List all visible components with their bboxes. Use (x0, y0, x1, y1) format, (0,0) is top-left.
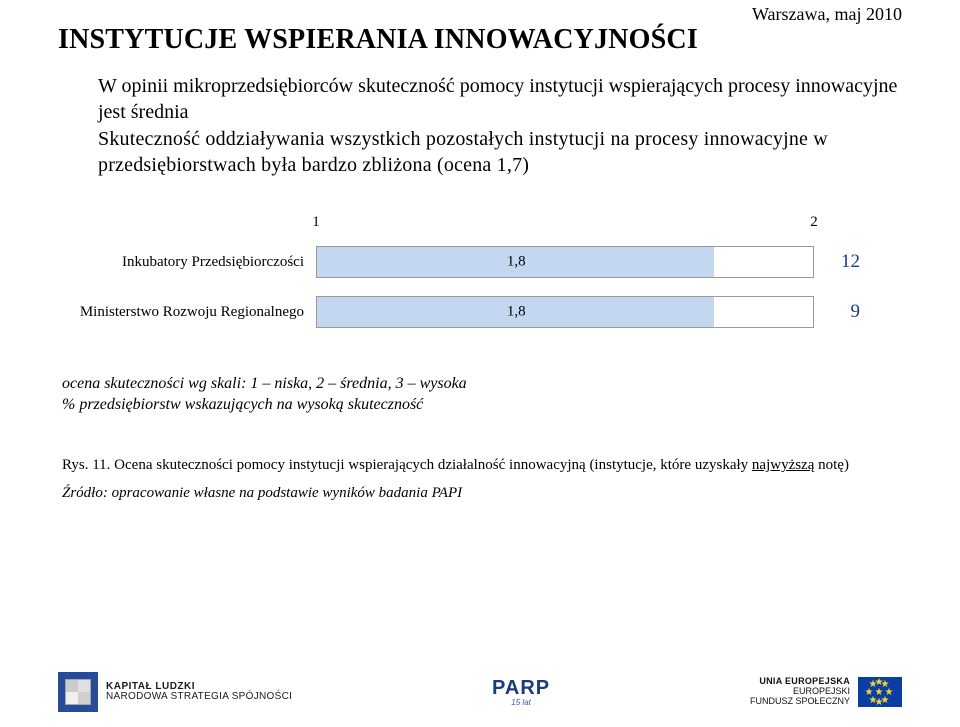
page: Warszawa, maj 2010 INSTYTUCJE WSPIERANIA… (0, 0, 960, 727)
bar-track: 1,8 (316, 296, 814, 328)
legend-line-1: ocena skuteczności wg skali: 1 – niska, … (62, 374, 902, 395)
kl-badge-icon (58, 672, 98, 712)
caption-suffix: notę) (814, 457, 849, 473)
source-line: Źródło: opracowanie własne na podstawie … (62, 485, 902, 502)
decorative-stripes (0, 78, 38, 144)
stripe (0, 78, 38, 96)
figure-caption: Rys. 11. Ocena skuteczności pomocy insty… (62, 456, 902, 476)
logo-parp: PARP 15 lat (492, 677, 550, 707)
chart-legend: ocena skuteczności wg skali: 1 – niska, … (62, 374, 902, 416)
bar-chart: 1 2 Inkubatory Przedsiębiorczości1,812Mi… (58, 214, 902, 328)
bar-extra-value: 12 (814, 251, 860, 273)
intro-block: W opinii mikroprzedsiębiorców skutecznoś… (98, 74, 902, 178)
footer: KAPITAŁ LUDZKI NARODOWA STRATEGIA SPÓJNO… (0, 663, 960, 721)
eu-flag-icon (858, 677, 902, 707)
kl-line-2: NARODOWA STRATEGIA SPÓJNOŚCI (106, 692, 292, 703)
bar-value-label: 1,8 (507, 304, 526, 321)
axis-tick-min: 1 (312, 214, 320, 231)
axis-area: 1 2 (316, 214, 814, 234)
bar-row: Inkubatory Przedsiębiorczości 1,8 12 (58, 246, 902, 278)
chart-axis: 1 2 (58, 214, 902, 234)
eu-text: UNIA EUROPEJSKA EUROPEJSKI FUNDUSZ SPOŁE… (750, 677, 850, 707)
intro-paragraph-2: Skuteczność oddziaływania wszystkich poz… (98, 127, 902, 178)
bar-label: Inkubatory Przedsiębiorczości (58, 254, 316, 271)
stripe (0, 122, 38, 140)
parp-text: PARP (492, 677, 550, 699)
logo-kapital-ludzki: KAPITAŁ LUDZKI NARODOWA STRATEGIA SPÓJNO… (58, 672, 292, 712)
caption-prefix: Rys. 11. Ocena skuteczności pomocy insty… (62, 457, 752, 473)
bar-extra-value: 9 (814, 301, 860, 323)
bar-track: 1,8 (316, 246, 814, 278)
axis-tick-max: 2 (810, 214, 818, 231)
eu-line-3: FUNDUSZ SPOŁECZNY (750, 697, 850, 707)
caption-underlined: najwyższą (752, 457, 814, 473)
bar-value-label: 1,8 (507, 254, 526, 271)
stripe (0, 100, 38, 118)
bar-label: Ministerstwo Rozwoju Regionalnego (58, 304, 316, 321)
intro-paragraph-1: W opinii mikroprzedsiębiorców skutecznoś… (98, 74, 902, 125)
legend-line-2: % przedsiębiorstw wskazujących na wysoką… (62, 395, 902, 416)
logo-eu: UNIA EUROPEJSKA EUROPEJSKI FUNDUSZ SPOŁE… (750, 677, 902, 707)
bars-container: Inkubatory Przedsiębiorczości 1,8 12 Minist… (58, 246, 902, 328)
parp-subtext: 15 lat (492, 698, 550, 707)
bar-row: Ministerstwo Rozwoju Regionalnego 1,8 9 (58, 296, 902, 328)
kl-text: KAPITAŁ LUDZKI NARODOWA STRATEGIA SPÓJNO… (106, 682, 292, 703)
header-date: Warszawa, maj 2010 (752, 4, 902, 25)
